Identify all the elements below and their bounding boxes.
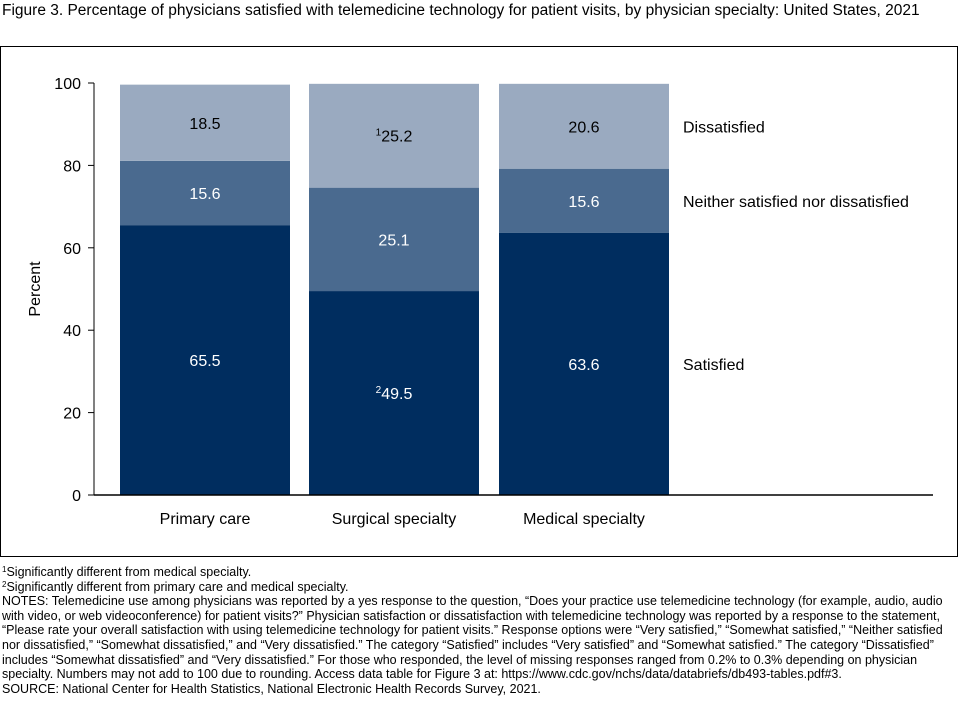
bar-segment — [309, 291, 479, 495]
y-tick-label: 80 — [63, 158, 81, 175]
legend-label: Satisfied — [683, 357, 744, 374]
data-label: 25.1 — [378, 232, 409, 249]
data-value: 49.5 — [381, 386, 412, 403]
footnote-marker: 1 — [376, 128, 382, 139]
notes-text: NOTES: Telemedicine use among physicians… — [2, 594, 943, 682]
y-tick-label: 60 — [63, 241, 81, 258]
footnote-marker: 2 — [2, 579, 7, 589]
bar-segment — [499, 168, 669, 233]
legend-label: Neither satisfied nor dissatisfied — [683, 194, 909, 211]
data-value: 25.2 — [381, 129, 412, 146]
footnote-marker: 1 — [2, 565, 7, 574]
y-tick-label: 40 — [63, 323, 81, 340]
footnote-text: Significantly different from medical spe… — [6, 565, 252, 579]
legend-label: Dissatisfied — [683, 119, 765, 136]
x-category-label: Primary care — [160, 511, 251, 528]
bar-segment — [120, 84, 290, 161]
figure-title: Figure 3. Percentage of physicians satis… — [2, 2, 920, 19]
x-category-label: Surgical specialty — [332, 511, 457, 528]
footnote-text: Significantly different from primary car… — [6, 579, 349, 594]
data-label: 20.6 — [568, 119, 599, 136]
chart-frame: 0 20 40 60 80 100 Percent 65.5 15.6 18.5 Primary c… — [0, 46, 958, 557]
y-tick-label: 20 — [63, 406, 81, 423]
bar-segment — [499, 232, 669, 495]
x-category-label: Medical specialty — [523, 511, 645, 528]
stacked-bar-chart: 0 20 40 60 80 100 Percent 65.5 15.6 18.5 Primary c… — [27, 76, 933, 528]
data-label: 249.5 — [376, 385, 413, 403]
y-tick-label: 0 — [72, 488, 81, 505]
bar-segment — [309, 83, 479, 188]
y-axis-title: Percent — [27, 261, 44, 317]
data-label: 18.5 — [189, 116, 220, 133]
bar-segment — [120, 160, 290, 226]
data-label: 125.2 — [376, 128, 413, 146]
data-label: 65.5 — [189, 353, 220, 370]
footnote-2: 2Significantly different from primary ca… — [2, 580, 952, 595]
footnote-1: 1Significantly different from medical sp… — [2, 565, 952, 580]
data-label: 15.6 — [568, 194, 599, 211]
notes-section: 1Significantly different from medical sp… — [2, 565, 952, 696]
bar-segment — [120, 225, 290, 495]
data-label: 63.6 — [568, 357, 599, 374]
footnote-marker: 2 — [376, 385, 382, 396]
data-label: 15.6 — [189, 186, 220, 203]
bar-segment — [309, 187, 479, 292]
y-tick-label: 100 — [54, 76, 81, 93]
source-text: SOURCE: National Center for Health Stati… — [2, 681, 541, 696]
bar-segment — [499, 83, 669, 169]
